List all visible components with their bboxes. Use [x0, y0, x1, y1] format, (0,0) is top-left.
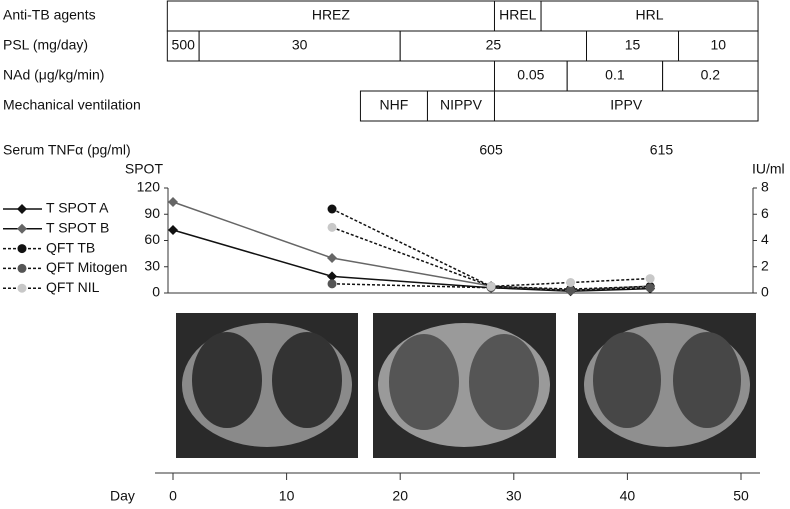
ct-lung	[469, 334, 539, 430]
ct-lung	[673, 332, 741, 428]
timeline-segment	[662, 60, 759, 92]
segment-label: 0.1	[605, 67, 625, 83]
segment-label: 500	[172, 37, 196, 53]
data-point	[645, 283, 655, 293]
segment-label: HRL	[636, 7, 664, 23]
y-tick-label: 90	[144, 205, 160, 221]
row-label: Mechanical ventilation	[3, 97, 141, 113]
legend-marker	[17, 223, 27, 234]
ct-lung	[272, 332, 342, 428]
segment-label: HREL	[499, 7, 537, 23]
timeline-segment	[540, 0, 759, 32]
y-tick-label: 0	[152, 284, 160, 300]
data-point	[566, 278, 576, 287]
segment-label: NIPPV	[440, 97, 483, 113]
x-tick-label: 0	[169, 488, 177, 504]
legend-label: QFT Mitogen	[46, 259, 127, 275]
segment-label: 15	[625, 37, 641, 53]
data-point	[168, 197, 178, 207]
data-point	[327, 204, 337, 214]
legend-marker	[17, 283, 27, 293]
y2-axis-label: IU/ml	[752, 161, 785, 177]
x-tick-label: 30	[506, 488, 522, 504]
x-tick-label: 40	[620, 488, 636, 504]
x-tick-label: 20	[392, 488, 408, 504]
legend-marker	[17, 263, 27, 273]
row-label: Anti-TB agents	[3, 7, 96, 23]
legend-marker	[17, 204, 27, 214]
y-tick-label: 120	[137, 179, 161, 195]
segment-label: HREZ	[312, 7, 351, 23]
data-point	[645, 274, 655, 284]
data-point	[168, 225, 178, 235]
ct-lung	[593, 332, 661, 428]
tnf-value: 605	[479, 142, 503, 158]
legend-label: QFT NIL	[46, 279, 100, 295]
timeline-segment	[566, 60, 664, 92]
data-point	[327, 279, 337, 289]
segment-label: 30	[292, 37, 308, 53]
y2-tick-label: 4	[761, 231, 769, 247]
ct-lung	[389, 334, 459, 430]
timeline-segment	[493, 90, 759, 122]
data-point	[566, 285, 576, 295]
timeline-segment	[586, 30, 680, 62]
x-axis-label: Day	[110, 488, 135, 504]
row-label: PSL (mg/day)	[3, 37, 88, 53]
series-line	[172, 201, 651, 292]
data-point	[327, 271, 338, 282]
tnf-value: 615	[650, 142, 674, 158]
timeline-segment	[678, 30, 759, 62]
segment-label: 0.05	[517, 67, 544, 83]
data-point	[327, 253, 338, 263]
ct-lung	[192, 332, 262, 428]
legend-marker	[17, 244, 27, 254]
legend-label: T SPOT A	[46, 200, 109, 216]
y2-tick-label: 8	[761, 179, 769, 195]
y2-tick-label: 6	[761, 205, 769, 221]
ct-images	[176, 313, 756, 458]
y2-tick-label: 0	[761, 284, 769, 300]
segment-label: 25	[486, 37, 502, 53]
row-label: NAd (μg/kg/min)	[3, 67, 104, 83]
data-point	[327, 222, 337, 232]
data-point	[486, 281, 496, 291]
tnf-label: Serum TNFα (pg/ml)	[3, 142, 131, 158]
x-tick-label: 10	[279, 488, 295, 504]
segment-label: IPPV	[610, 97, 643, 113]
y-tick-label: 60	[144, 231, 160, 247]
legend-label: T SPOT B	[46, 220, 109, 236]
segment-label: 0.2	[701, 67, 721, 83]
series-line	[331, 226, 651, 288]
x-tick-label: 50	[733, 488, 749, 504]
y2-tick-label: 2	[761, 257, 769, 273]
y-tick-label: 30	[144, 257, 160, 273]
timeline-segment	[426, 90, 495, 122]
timeline-segment	[399, 30, 588, 62]
legend-label: QFT TB	[46, 239, 95, 255]
segment-label: NHF	[380, 97, 409, 113]
segment-label: 10	[710, 37, 726, 53]
series-line	[331, 208, 651, 290]
y-axis-label: SPOT	[125, 161, 164, 177]
timeline-segment	[359, 90, 428, 122]
